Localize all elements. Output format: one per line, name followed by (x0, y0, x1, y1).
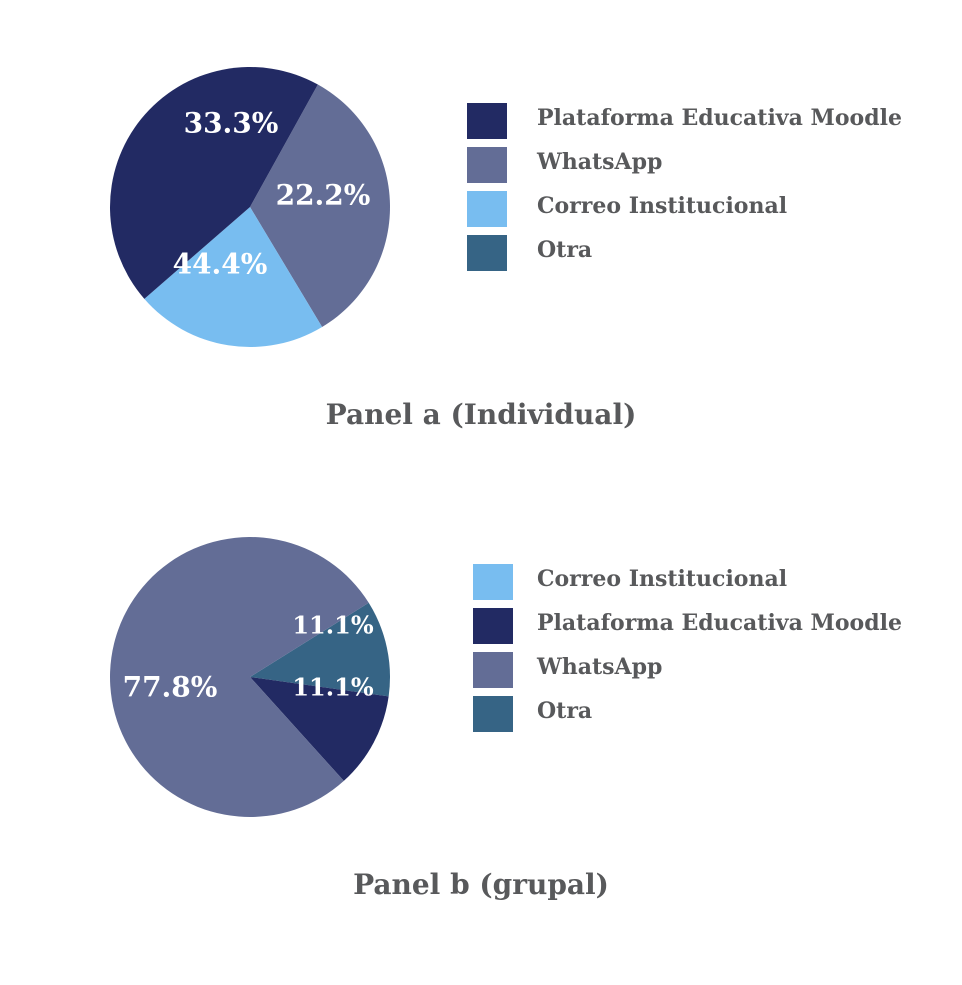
slice-label-plataforma-educativa-moodle: 11.1% (292, 673, 373, 702)
legend-swatch (467, 103, 507, 139)
pie-slice-correo-institucional (144, 207, 323, 347)
legend-label: Correo Institucional (537, 566, 788, 592)
pie-slice-whatsapp (110, 537, 369, 817)
slice-label-correo-institucional: 22.2% (276, 179, 371, 212)
legend-swatch (467, 147, 507, 183)
legend-swatch (473, 652, 513, 688)
legend-label: Otra (537, 698, 593, 724)
panel-a: 33.3% 22.2% 44.4% Plataforma Educativa Moo… (0, 0, 962, 470)
legend-swatch (467, 235, 507, 271)
slice-label-otra: 11.1% (292, 611, 373, 640)
legend-swatch (473, 696, 513, 732)
legend-swatch (467, 191, 507, 227)
legend-label: WhatsApp (537, 654, 663, 680)
pie-slice-plataforma-educativa-moodle (109, 66, 318, 299)
pie-slice-plataforma-educativa-moodle (250, 677, 389, 781)
panel-b-title: Panel b (grupal) (353, 868, 609, 901)
pie-slice-otra (250, 602, 390, 697)
legend-swatch (473, 564, 513, 600)
panel-a-title: Panel a (Individual) (325, 398, 637, 431)
slice-label-whatsapp: 77.8% (123, 671, 218, 704)
legend-label: Otra (537, 237, 593, 263)
pie-chart-b: 11.1% 11.1% 77.8% (110, 537, 390, 817)
slice-label-whatsapp: 33.3% (184, 107, 279, 140)
legend-label: Plataforma Educativa Moodle (537, 610, 902, 636)
legend-label: Correo Institucional (537, 193, 788, 219)
pie-slice-whatsapp (250, 84, 390, 328)
legend-swatch (473, 608, 513, 644)
pie-chart-a: 33.3% 22.2% 44.4% (109, 66, 390, 347)
panel-b: 11.1% 11.1% 77.8% Correo Institucional Plat… (0, 470, 962, 985)
slice-label-plataforma-educativa-moodle: 44.4% (173, 248, 268, 281)
legend-label: WhatsApp (537, 149, 663, 175)
legend-label: Plataforma Educativa Moodle (537, 105, 902, 131)
